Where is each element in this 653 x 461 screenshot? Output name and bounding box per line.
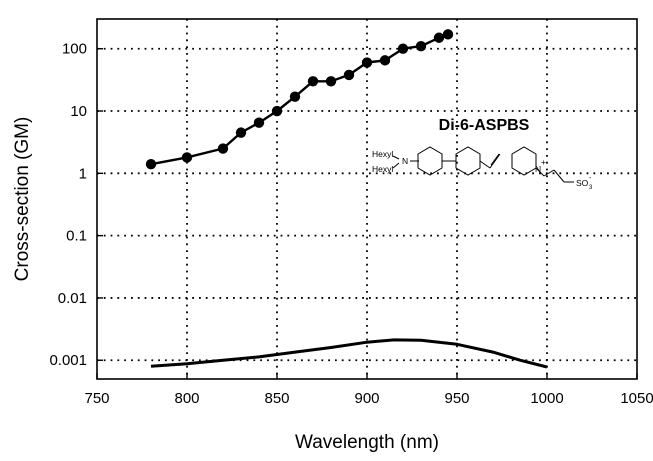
x-tick-label: 900: [354, 390, 379, 407]
x-tick-label: 950: [444, 390, 469, 407]
data-point: [235, 127, 247, 138]
x-tick-label: 1000: [530, 390, 563, 407]
x-tick-labels: 750 800 850 900 950 1000 1050: [84, 390, 653, 407]
y-tick-label: 0.001: [49, 352, 87, 369]
data-point: [361, 57, 373, 68]
molecule-label-sulfonate: SO: [576, 178, 589, 188]
x-axis-title: Wavelength (nm): [295, 432, 439, 453]
y-axis-title: Cross-section (GM): [12, 117, 33, 282]
x-tick-label: 1050: [620, 390, 653, 407]
molecule-label-sulfonate-subscript: 3: [589, 185, 593, 191]
data-point: [217, 143, 229, 154]
data-point: [307, 76, 319, 87]
data-point: [325, 76, 337, 87]
y-tick-label: 10: [70, 103, 87, 120]
series-line-2: [150, 338, 548, 369]
molecule-label-sulfonate-charge: -: [589, 175, 592, 182]
molecule-name-annotation: Di-6-ASPBS: [439, 117, 530, 134]
molecule-structure-diagram: [392, 146, 574, 183]
y-tick-label: 1: [79, 165, 87, 182]
data-point: [145, 159, 157, 170]
data-point: [397, 43, 409, 54]
data-point: [289, 91, 301, 102]
y-tick-labels: 0.001 0.01 0.1 1 10 100: [49, 41, 87, 370]
data-point: [433, 32, 445, 43]
y-tick-label: 100: [62, 41, 87, 58]
gridlines: [97, 19, 637, 379]
data-point: [379, 55, 391, 66]
series-line-1: [150, 33, 449, 166]
molecule-label-pyridinium-charge: +: [541, 157, 546, 167]
data-point: [181, 152, 193, 163]
series-layer: [145, 29, 548, 369]
x-tick-label: 800: [174, 390, 199, 407]
x-tick-label: 850: [264, 390, 289, 407]
molecule-label-pyridinium: N: [535, 164, 541, 174]
molecule-label-hexyl-top: Hexyl: [372, 149, 393, 159]
data-point: [343, 69, 355, 81]
y-tick-label: 0.1: [66, 228, 87, 245]
tick-marks: [96, 48, 638, 379]
data-point: [271, 105, 283, 117]
data-point: [442, 29, 454, 40]
data-point: [415, 40, 427, 52]
molecule-label-hexyl-bottom: Hexyl: [372, 164, 393, 174]
data-point: [253, 117, 265, 128]
x-tick-label: 750: [84, 390, 109, 407]
y-tick-label: 0.01: [58, 290, 87, 307]
molecule-label-amine: N: [402, 156, 408, 166]
